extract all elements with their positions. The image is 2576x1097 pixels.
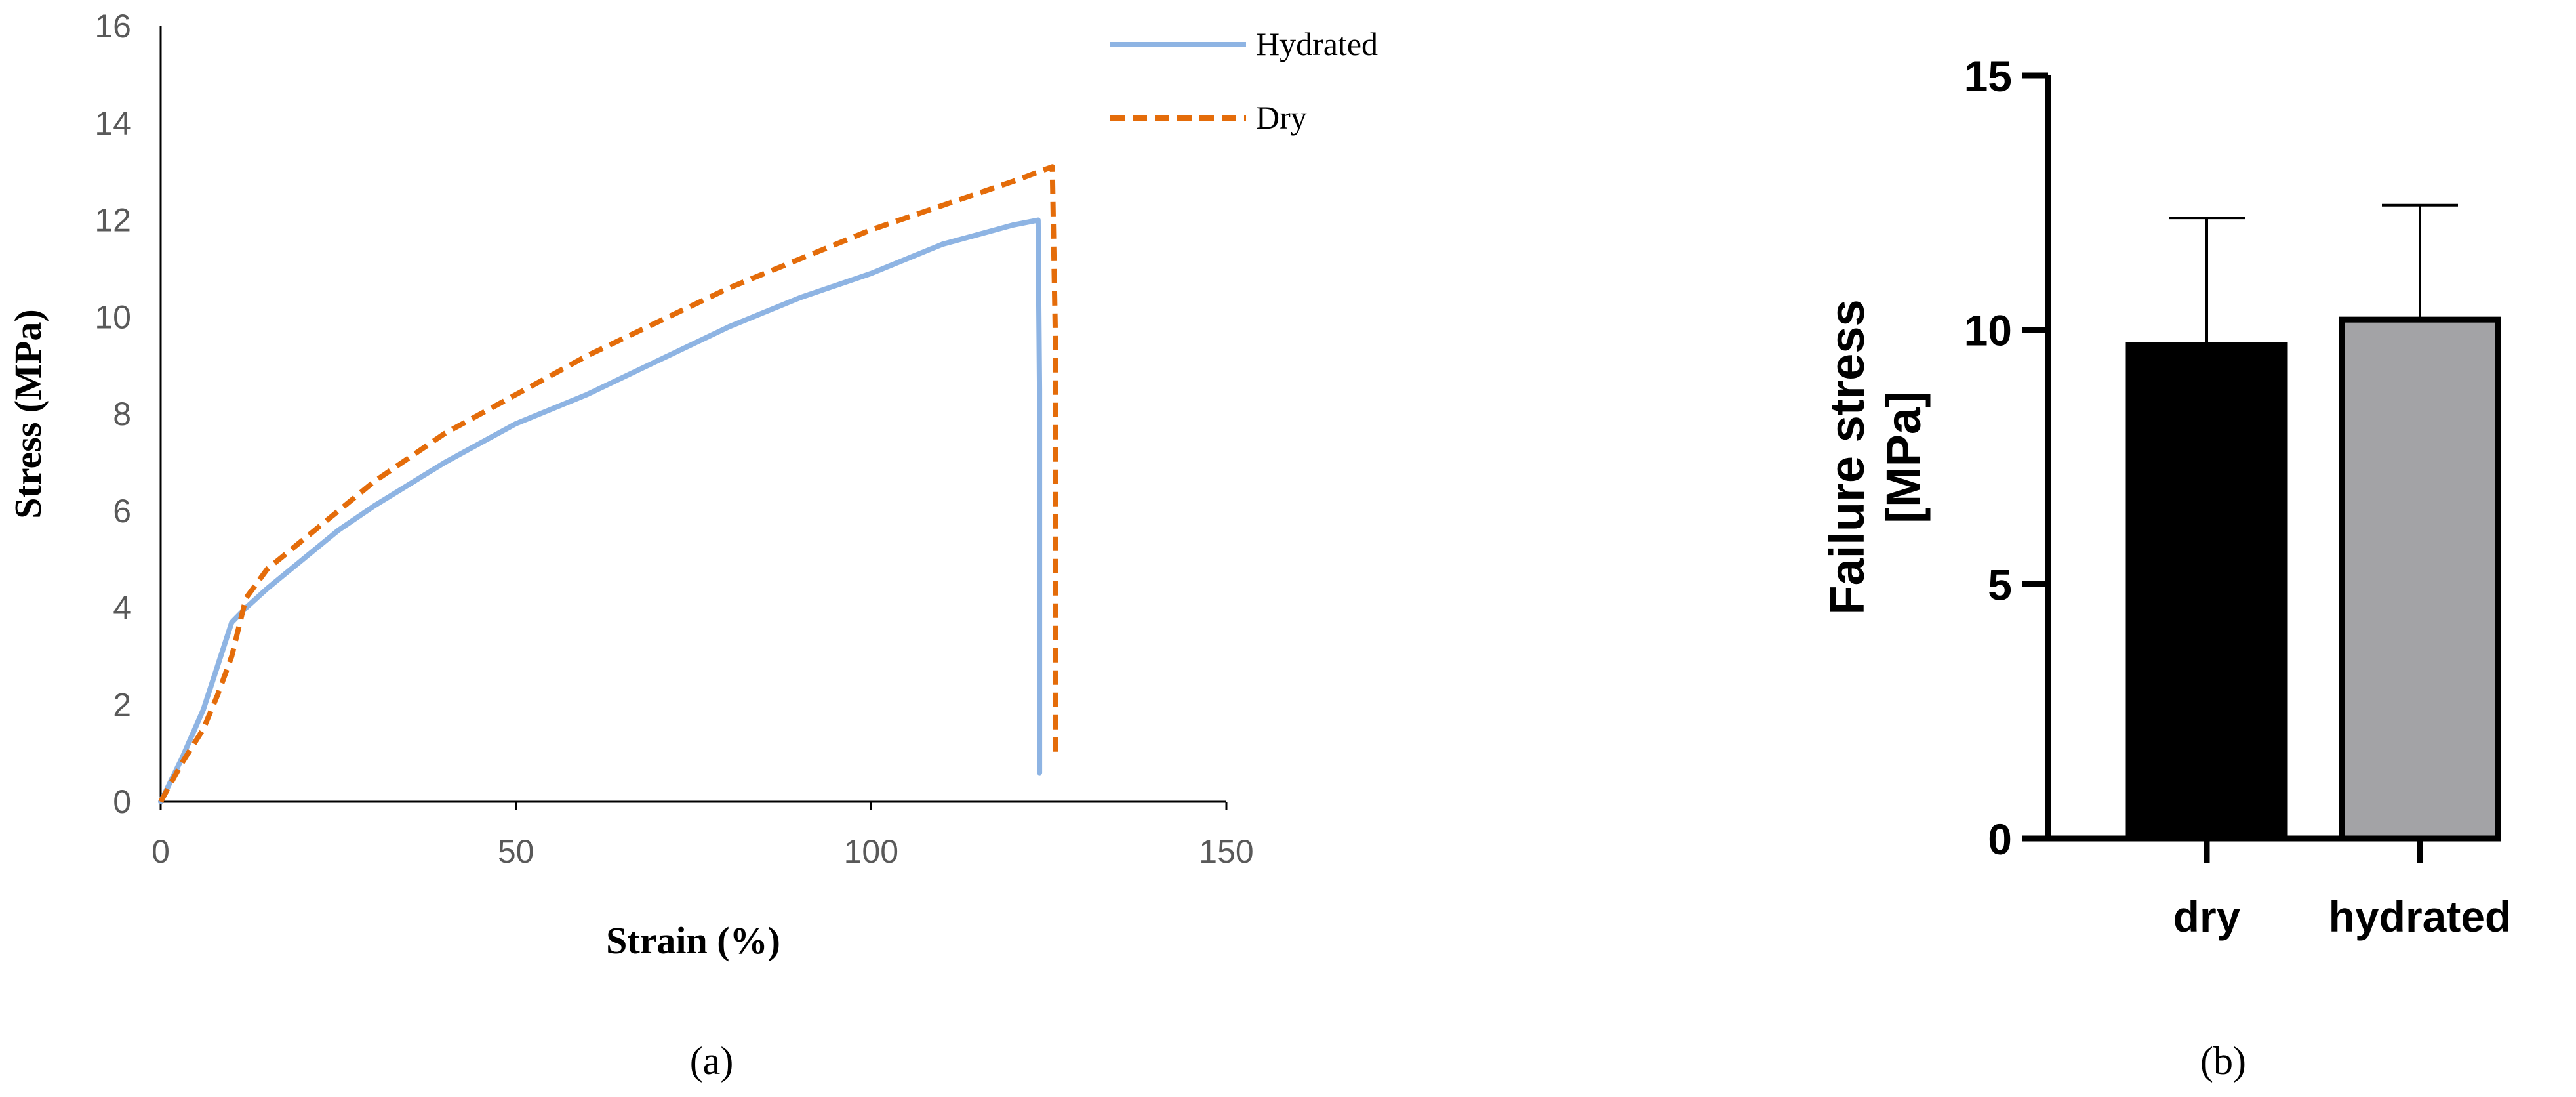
panel-a-y-tick-label: 6 xyxy=(113,493,131,529)
panel-a-x-tick-label: 150 xyxy=(1199,833,1253,870)
panel-a-x-tick-label: 100 xyxy=(844,833,898,870)
panel-a-x-ticks: 0 50 100 150 xyxy=(151,802,1254,870)
bar-dry xyxy=(2125,342,2288,842)
series-line-hydrated xyxy=(158,217,1043,804)
panel-a-y-tick-label: 14 xyxy=(94,105,131,142)
panel-a-series xyxy=(158,164,1058,804)
panel-a-x-tick-label: 0 xyxy=(151,833,170,870)
panel-b-x-tick-label-hydrated: hydrated xyxy=(2329,892,2512,941)
panel-a-legend: Hydrated Dry xyxy=(1110,26,1378,136)
legend-label-dry: Dry xyxy=(1256,99,1307,136)
panel-b-y-tick-label: 10 xyxy=(1964,306,2012,355)
panel-a-y-axis-title: Stress (MPa) xyxy=(7,309,49,518)
panel-b-y-axis-title-line2: [MPa] xyxy=(1876,391,1931,523)
panel-b-y-axis-title-line1: Failure stress xyxy=(1820,299,1874,615)
panel-b-bars xyxy=(2125,203,2501,842)
panel-a-y-ticks: 0 2 4 6 8 10 12 14 16 xyxy=(94,8,131,820)
panel-b-x-tick-label-dry: dry xyxy=(2173,892,2241,941)
panel-a-y-tick-label: 10 xyxy=(94,299,131,335)
bar-hydrated xyxy=(2339,316,2501,842)
legend-label-hydrated: Hydrated xyxy=(1256,26,1378,62)
panel-a-y-tick-label: 8 xyxy=(113,396,131,432)
panel-a-y-tick-label: 12 xyxy=(94,202,131,239)
panel-a-y-tick-label: 0 xyxy=(113,783,131,820)
panel-b-y-tick-label: 15 xyxy=(1964,52,2012,100)
panel-a-y-tick-label: 4 xyxy=(113,590,131,627)
panel-b-y-tick-label: 5 xyxy=(1988,560,2012,609)
series-line-dry xyxy=(158,164,1058,803)
panel-b-y-ticks: 0 5 10 15 xyxy=(1964,52,2048,863)
panel-a-y-tick-label: 2 xyxy=(113,686,131,723)
panel-a-x-axis-title: Strain (%) xyxy=(606,919,780,962)
panel-a-y-tick-label: 16 xyxy=(94,8,131,45)
panel-b-label: (b) xyxy=(2200,1039,2246,1083)
panel-b-y-tick-label: 0 xyxy=(1988,815,2012,863)
panel-b-x-ticks: dry hydrated xyxy=(2173,838,2512,941)
panel-a-label: (a) xyxy=(690,1039,734,1083)
panel-a-line-chart: 0 50 100 150 0 2 4 6 8 10 12 14 16 Strain (%) Stres… xyxy=(7,8,1378,1083)
panel-a-x-tick-label: 50 xyxy=(498,833,534,870)
